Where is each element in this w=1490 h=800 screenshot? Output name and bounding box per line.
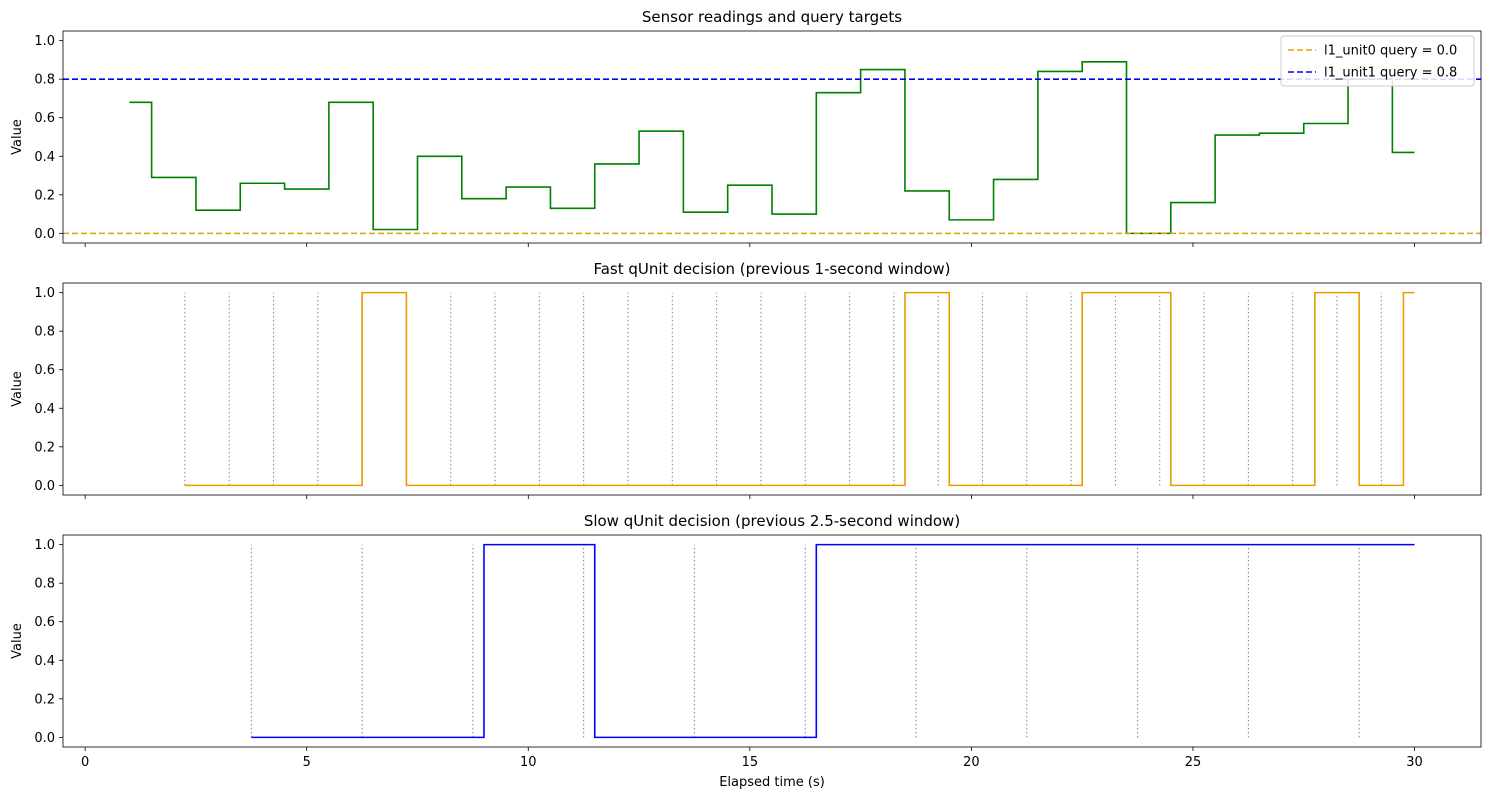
sensor-panel-axes: 0.0 0.2 0.4 0.6 0.8 1.0 (34, 34, 1415, 247)
fast-panel-ylabel: Value (10, 371, 25, 407)
y-tick-label: 0.8 (34, 577, 55, 592)
fast-panel: Fast qUnit decision (previous 1-second w… (10, 260, 1482, 499)
fast-panel-title: Fast qUnit decision (previous 1-second w… (593, 260, 950, 278)
slow-panel-ylabel: Value (10, 623, 25, 659)
y-tick-label: 0.8 (34, 325, 55, 340)
legend-label-query1: l1_unit1 query = 0.8 (1324, 66, 1457, 81)
y-tick-label: 0.0 (34, 479, 55, 494)
sensor-panel-legend: l1_unit0 query = 0.0 l1_unit1 query = 0.… (1280, 35, 1475, 87)
slow-panel: Slow qUnit decision (previous 2.5-second… (10, 512, 1482, 790)
slow-panel-frame (62, 534, 1482, 748)
slow-panel-axes: 0.0 0.2 0.4 0.6 0.8 1.0 0 5 10 15 20 25 30 (34, 538, 1422, 770)
legend-box (1280, 35, 1475, 87)
x-tick-label: 10 (520, 755, 537, 770)
y-tick-label: 0.2 (34, 440, 55, 455)
sensor-panel-title: Sensor readings and query targets (642, 8, 902, 26)
x-tick-label: 5 (303, 755, 311, 770)
sensor-step-line (129, 61, 1415, 235)
y-tick-label: 1.0 (34, 286, 55, 301)
slow-decision-line (251, 543, 1415, 739)
x-tick-label: 0 (81, 755, 89, 770)
x-tick-label: 20 (963, 755, 980, 770)
y-tick-label: 1.0 (34, 34, 55, 49)
y-tick-label: 0.6 (34, 615, 55, 630)
sensor-panel-ylabel: Value (10, 119, 25, 155)
y-tick-label: 1.0 (34, 538, 55, 553)
sensor-panel: Sensor readings and query targets Value … (10, 8, 1482, 247)
sensor-panel-marks (63, 61, 1481, 235)
fast-panel-axes: 0.0 0.2 0.4 0.6 0.8 1.0 (34, 286, 1415, 499)
y-tick-label: 0.6 (34, 363, 55, 378)
legend-label-query0: l1_unit0 query = 0.0 (1324, 44, 1457, 59)
x-tick-label: 30 (1406, 755, 1423, 770)
fast-panel-frame (62, 282, 1482, 496)
fast-decision-line (184, 291, 1415, 487)
y-tick-label: 0.6 (34, 111, 55, 126)
y-tick-label: 0.4 (34, 150, 55, 165)
y-tick-label: 0.8 (34, 73, 55, 88)
x-tick-label: 25 (1185, 755, 1202, 770)
fast-panel-marks (184, 291, 1415, 487)
sensor-panel-frame (62, 30, 1482, 244)
y-tick-label: 0.2 (34, 188, 55, 203)
y-tick-label: 0.0 (34, 731, 55, 746)
x-axis-label: Elapsed time (s) (719, 775, 825, 790)
y-tick-label: 0.2 (34, 692, 55, 707)
y-tick-label: 0.4 (34, 654, 55, 669)
x-tick-label: 15 (742, 755, 759, 770)
y-tick-label: 0.0 (34, 227, 55, 242)
slow-panel-title: Slow qUnit decision (previous 2.5-second… (584, 512, 960, 530)
slow-panel-marks (250, 543, 1415, 739)
y-tick-label: 0.4 (34, 402, 55, 417)
